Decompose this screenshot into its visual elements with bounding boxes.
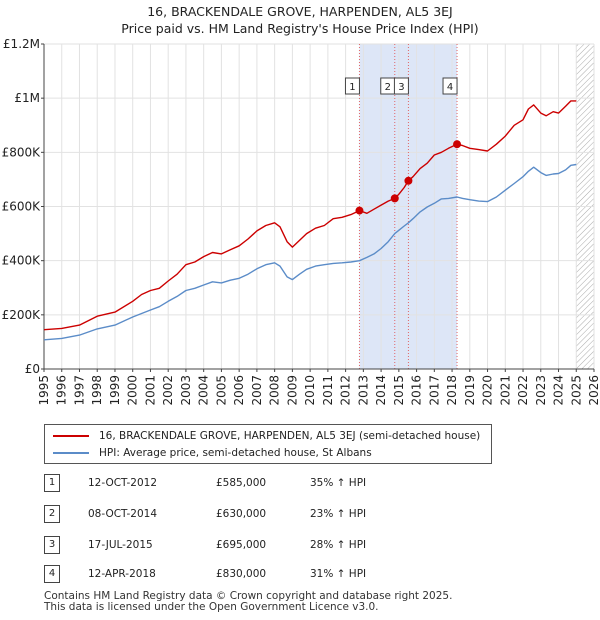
chart-title: 16, BRACKENDALE GROVE, HARPENDEN, AL5 3E… [0,3,600,37]
sale-price: £830,000 [216,568,267,580]
x-tick-label: 2025 [569,375,583,406]
y-tick-label: £1.2M [3,37,40,51]
sale-point-2 [390,194,399,203]
footer-copyright: Contains HM Land Registry data © Crown c… [44,590,453,602]
legend-label-hpi: HPI: Average price, semi-detached house,… [99,447,372,459]
legend-label-property: 16, BRACKENDALE GROVE, HARPENDEN, AL5 3E… [99,430,481,442]
hpi-series-line [43,163,577,341]
x-tick-label: 2012 [339,375,353,406]
x-tick-label: 2017 [427,375,441,406]
sale-row-2: 2 08-OCT-2014 £630,000 23% ↑ HPI [44,504,464,524]
sale-hpi-diff: 31% ↑ HPI [310,568,367,580]
x-tick-label: 2020 [481,375,495,406]
x-tick-label: 2024 [552,375,566,406]
x-tick-label: 2013 [356,375,370,406]
sale-point-4 [453,140,462,149]
sale-point-1 [355,206,364,215]
sale-row-1: 1 12-OCT-2012 £585,000 35% ↑ HPI [44,473,464,493]
x-tick-label: 2011 [321,375,335,406]
x-tick-label: 2008 [268,375,282,406]
sale-number: 3 [44,536,60,554]
x-tick-label: 1998 [90,375,104,406]
sale-marker-box-3 [393,77,409,95]
sale-price: £585,000 [216,477,267,489]
y-tick-label: £0 [25,362,40,376]
x-tick-label: 2006 [232,375,246,406]
sale-number: 4 [44,565,60,583]
sale-point-3 [404,176,413,185]
legend-swatch-hpi [53,452,89,454]
y-tick-label: £600K [2,200,42,214]
x-tick-label: 2009 [285,375,299,406]
x-tick-label: 2000 [126,375,140,406]
chart-title-line1: 16, BRACKENDALE GROVE, HARPENDEN, AL5 3E… [147,4,453,19]
sale-date: 08-OCT-2014 [88,508,157,520]
sale-number: 1 [44,474,60,492]
sale-row-3: 3 17-JUL-2015 £695,000 28% ↑ HPI [44,535,464,555]
x-tick-label: 1995 [37,375,51,406]
sale-marker-box-1 [344,77,360,95]
sale-hpi-diff: 28% ↑ HPI [310,539,367,551]
y-tick-label: £1M [14,91,40,105]
y-tick-label: £400K [2,254,42,268]
sale-marker-box-4 [442,77,458,95]
x-tick-label: 2021 [498,375,512,406]
sale-hpi-diff: 35% ↑ HPI [310,477,367,489]
sale-price: £695,000 [216,539,267,551]
sale-number: 2 [44,505,60,523]
footer: Contains HM Land Registry data © Crown c… [44,591,452,613]
x-tick-label: 2003 [179,375,193,406]
chart-title-line2: Price paid vs. HM Land Registry's House … [121,21,479,36]
legend-item-property: 16, BRACKENDALE GROVE, HARPENDEN, AL5 3E… [53,428,480,444]
y-tick-label: £800K [2,145,42,159]
sale-hpi-diff: 23% ↑ HPI [310,508,367,520]
x-tick-label: 2022 [516,375,530,406]
x-tick-label: 1999 [108,375,122,406]
sale-date: 17-JUL-2015 [88,539,153,551]
x-tick-label: 2002 [161,375,175,406]
x-tick-label: 2001 [143,375,157,406]
sale-price: £630,000 [216,508,267,520]
x-tick-label: 2010 [303,375,317,406]
x-tick-label: 1997 [72,375,86,406]
x-tick-label: 2005 [214,375,228,406]
sale-marker-label-4: 4 [447,82,453,93]
sale-row-4: 4 12-APR-2018 £830,000 31% ↑ HPI [44,564,464,584]
legend-swatch-property [53,435,89,437]
sale-marker-label-1: 1 [349,82,355,93]
price-chart: 1995 1996 1997 1998 1999 2000 2001 2002 2003 2004… [2,37,600,406]
sale-marker-label-3: 3 [398,82,404,93]
x-tick-label: 2026 [587,375,600,406]
x-tick-label: 2016 [410,375,424,406]
x-tick-label: 2007 [250,375,264,406]
legend-item-hpi: HPI: Average price, semi-detached house,… [53,445,372,461]
x-tick-label: 2023 [534,375,548,406]
x-tick-label: 2014 [374,375,388,406]
y-tick-label: £200K [2,308,42,322]
x-tick-label: 2019 [463,375,477,406]
sale-date: 12-APR-2018 [88,568,156,580]
x-tick-label: 2018 [445,375,459,406]
x-tick-label: 1996 [55,375,69,406]
sale-date: 12-OCT-2012 [88,477,157,489]
x-tick-label: 2015 [392,375,406,406]
sale-marker-label-2: 2 [385,82,391,93]
footer-licence: This data is licensed under the Open Gov… [44,601,379,613]
x-tick-label: 2004 [197,375,211,406]
legend: 16, BRACKENDALE GROVE, HARPENDEN, AL5 3E… [44,424,492,464]
